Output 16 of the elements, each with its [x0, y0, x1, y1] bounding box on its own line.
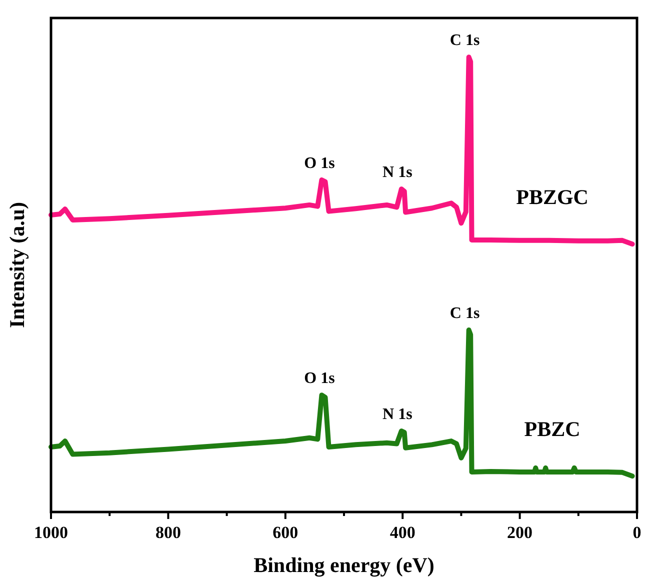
x-tick-label: 800: [155, 523, 181, 542]
series-label: PBZGC: [516, 185, 588, 210]
x-tick-label: 600: [272, 523, 298, 542]
x-tick-label: 0: [632, 523, 642, 542]
series-label: PBZC: [524, 417, 580, 442]
annotation: C 1s: [450, 32, 480, 50]
x-tick-label: 400: [390, 523, 416, 542]
annotation: C 1s: [450, 305, 480, 322]
annotation: O 1s: [304, 370, 335, 388]
annotation: O 1s: [304, 154, 335, 172]
y-axis-title: Intensity (a.u): [5, 202, 29, 328]
annotation: N 1s: [382, 164, 412, 182]
x-axis-title: Binding energy (eV): [254, 553, 434, 577]
x-tick-label: 200: [507, 523, 533, 542]
x-tick-label: 1000: [34, 523, 68, 542]
annotation: N 1s: [382, 406, 412, 424]
